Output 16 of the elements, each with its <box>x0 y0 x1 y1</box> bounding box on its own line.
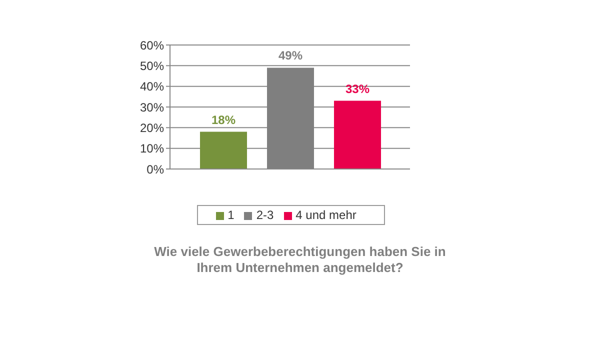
data-label: 33% <box>345 82 370 96</box>
y-tick-label: 40% <box>140 80 164 94</box>
y-tick-label: 30% <box>140 100 164 114</box>
legend-label: 1 <box>228 208 234 222</box>
bar <box>200 132 247 169</box>
y-tick-label: 20% <box>140 120 164 135</box>
bar <box>334 100 381 169</box>
text: Wie viele Gewerbeberechtigungen haben Sie in Ihrem Unternehmen angemeldet? <box>153 244 447 276</box>
y-tick-label: 60% <box>140 38 164 52</box>
legend-label: 4 und mehr <box>296 208 356 222</box>
y-tick-label: 0% <box>146 162 164 176</box>
y-tick-label: 10% <box>140 142 164 156</box>
data-label: 49% <box>278 48 303 63</box>
legend-label: 2-3 <box>256 208 274 222</box>
data-label: 18% <box>211 112 236 127</box>
y-tick-label: 50% <box>140 58 164 73</box>
